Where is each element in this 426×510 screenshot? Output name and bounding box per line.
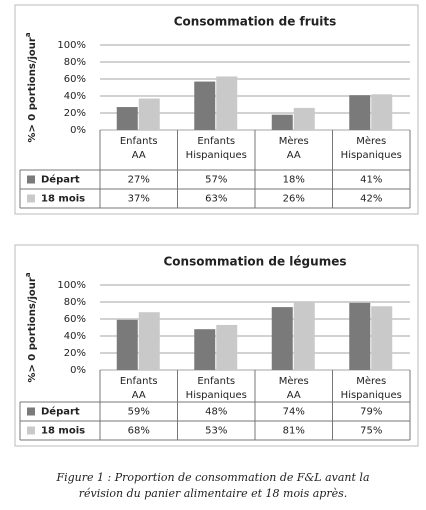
value-label: 81% <box>283 426 305 437</box>
y-tick-label: 40% <box>64 91 86 102</box>
bar <box>194 329 216 370</box>
value-label: 27% <box>128 175 150 186</box>
y-tick-label: 100% <box>57 40 86 51</box>
value-label: 59% <box>128 407 150 418</box>
category-label: Enfants <box>197 376 235 387</box>
legend-swatch <box>27 175 35 184</box>
bar <box>349 95 371 130</box>
category-label: Hispaniques <box>341 150 402 161</box>
category-label: Mères <box>279 135 309 147</box>
y-axis-label-sup: a <box>24 272 32 277</box>
category-label: AA <box>132 390 146 401</box>
y-axis-label: %> 0 portions/joura <box>24 32 38 142</box>
value-label: 41% <box>360 175 382 186</box>
bar <box>293 301 315 370</box>
bar <box>271 114 293 130</box>
category-label: Hispaniques <box>186 390 247 401</box>
bar <box>271 307 293 370</box>
value-label: 53% <box>205 426 227 437</box>
value-label: 48% <box>205 407 227 418</box>
bar <box>216 324 238 370</box>
category-label: Mères <box>356 375 386 387</box>
legend-swatch <box>27 407 35 416</box>
legend-label: 18 mois <box>41 194 85 205</box>
category-label: AA <box>132 150 146 161</box>
bar <box>138 312 160 370</box>
legend-label: Départ <box>41 174 80 186</box>
chart-title: Consommation de fruits <box>174 15 336 29</box>
value-label: 26% <box>283 194 305 205</box>
legend-label: Départ <box>41 406 80 418</box>
legend-swatch <box>27 426 35 435</box>
category-label: Hispaniques <box>186 150 247 161</box>
value-label: 37% <box>128 194 150 205</box>
y-tick-label: 0% <box>70 365 86 376</box>
y-axis-label-text: %> 0 portions/jour <box>27 37 38 142</box>
bar <box>371 306 393 370</box>
legend-label: 18 mois <box>41 426 85 437</box>
category-label: Enfants <box>197 136 235 147</box>
y-axis-label-sup: a <box>24 32 32 37</box>
y-tick-label: 60% <box>64 314 86 325</box>
value-label: 79% <box>360 407 382 418</box>
bar <box>116 319 138 370</box>
bar <box>216 76 238 130</box>
category-label: AA <box>287 150 301 161</box>
y-tick-label: 0% <box>70 125 86 136</box>
category-label: Hispaniques <box>341 390 402 401</box>
bar <box>349 302 371 370</box>
bar <box>194 81 216 130</box>
bar <box>371 94 393 130</box>
category-label: Enfants <box>120 376 158 387</box>
y-tick-label: 40% <box>64 331 86 342</box>
bar <box>293 107 315 130</box>
value-label: 42% <box>360 194 382 205</box>
y-tick-label: 100% <box>57 280 86 291</box>
y-tick-label: 60% <box>64 74 86 85</box>
y-axis-label: %> 0 portions/joura <box>24 272 38 382</box>
bar <box>116 107 138 130</box>
caption: révision du panier alimentaire et 18 moi… <box>79 487 347 500</box>
caption: Figure 1 : Proportion de consommation de… <box>55 471 369 484</box>
value-label: 74% <box>283 407 305 418</box>
value-label: 75% <box>360 426 382 437</box>
category-label: AA <box>287 390 301 401</box>
y-tick-label: 20% <box>64 348 86 359</box>
legend-swatch <box>27 194 35 203</box>
chart-title: Consommation de légumes <box>164 255 347 269</box>
value-label: 68% <box>128 426 150 437</box>
category-label: Mères <box>356 135 386 147</box>
value-label: 63% <box>205 194 227 205</box>
bar <box>138 98 160 130</box>
y-axis-label-text: %> 0 portions/jour <box>27 277 38 382</box>
y-tick-label: 20% <box>64 108 86 119</box>
category-label: Enfants <box>120 136 158 147</box>
y-tick-label: 80% <box>64 57 86 68</box>
category-label: Mères <box>279 375 309 387</box>
value-label: 18% <box>283 175 305 186</box>
y-tick-label: 80% <box>64 297 86 308</box>
value-label: 57% <box>205 175 227 186</box>
